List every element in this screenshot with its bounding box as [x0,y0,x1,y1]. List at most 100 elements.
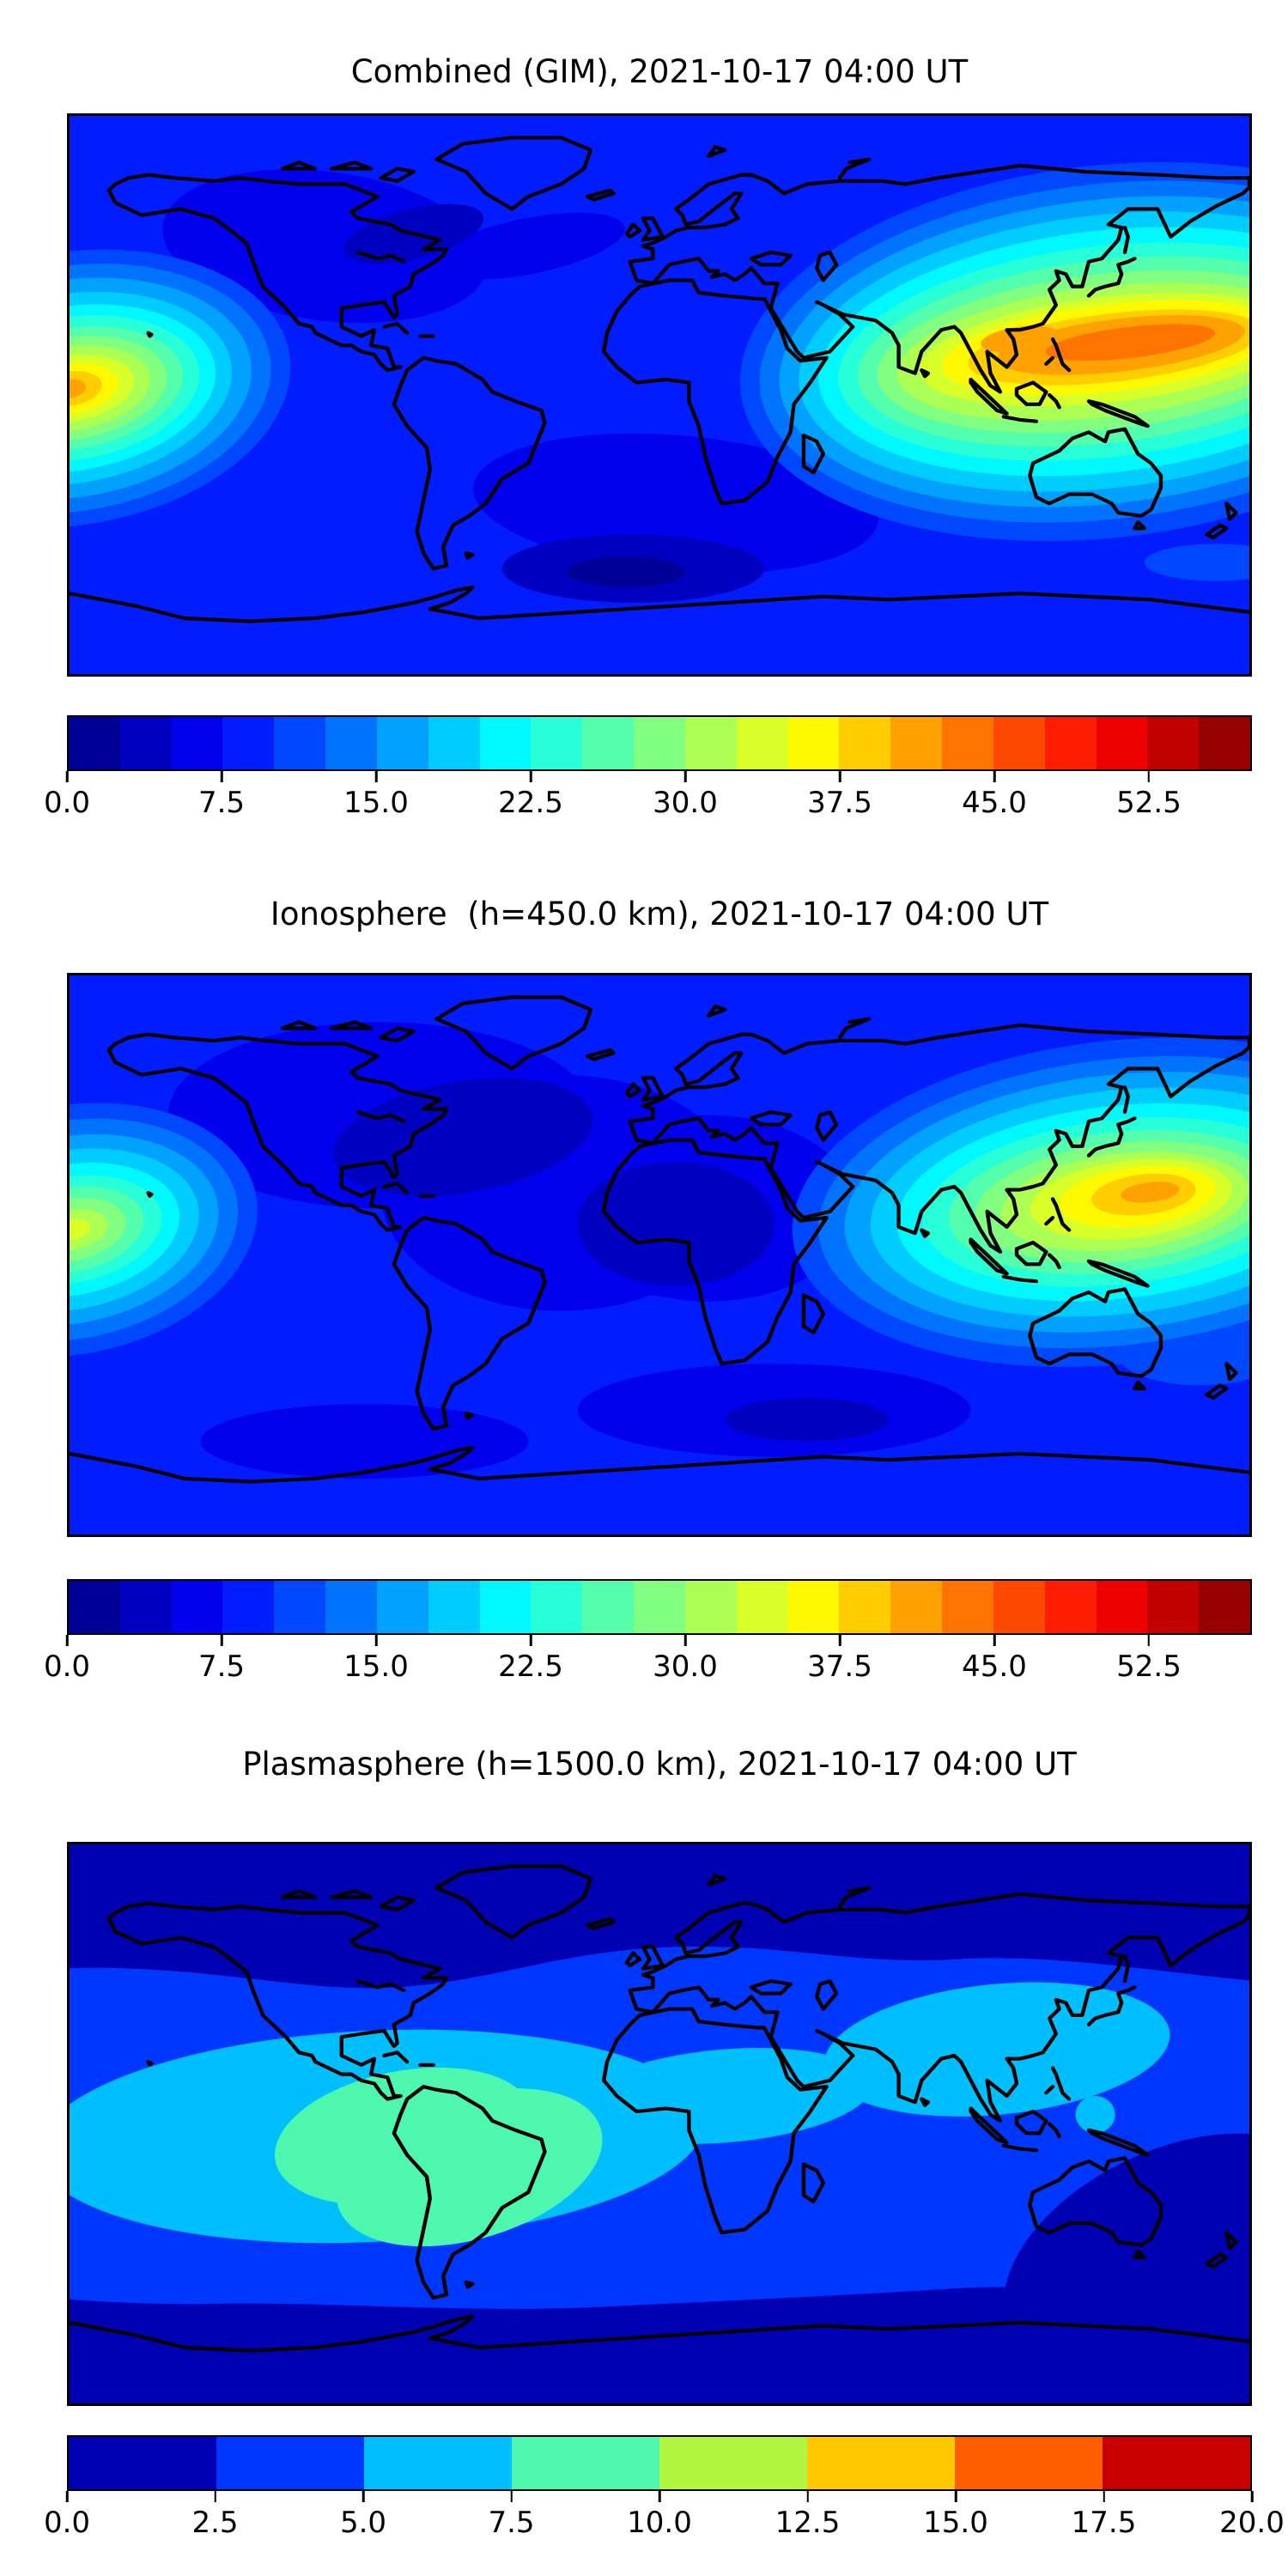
colorbar-segment [479,1581,532,1633]
colorbar-segment [325,717,377,769]
colorbar-tick-label: 52.5 [1116,1649,1182,1684]
colorbar-tick-mark [838,771,841,782]
colorbar-segment [274,1581,326,1633]
colorbar-tick-label: 37.5 [807,1649,872,1684]
map-ionosphere [67,973,1252,1537]
colorbar-tick-label: 22.5 [498,1649,563,1684]
colorbar-segment [274,717,326,769]
colorbar-tick-mark [1103,2491,1105,2502]
colorbar-tick-mark [529,1635,532,1646]
colorbar-segment [1096,717,1148,769]
colorbar-segment [787,1581,840,1633]
colorbar-ionosphere [67,1579,1252,1635]
colorbar-tick-label: 30.0 [653,786,718,820]
colorbar-segment [993,1581,1045,1633]
colorbar-segment [171,1581,223,1633]
colorbar-tick-mark [1250,2491,1254,2502]
colorbar-segment [376,1581,428,1633]
colorbar-segment [942,717,993,769]
colorbar-tick-mark [683,1635,687,1646]
colorbar-tick-label: 37.5 [807,786,872,820]
colorbar-segment [428,717,480,769]
colorbar-tick-label: 12.5 [775,2506,841,2540]
colorbar-tick-label: 15.0 [343,1649,409,1684]
colorbar-segment [1147,717,1200,769]
colorbar-tick-mark [65,2491,69,2502]
colorbar-segment [119,1581,172,1633]
colorbar-segment [993,717,1045,769]
colorbar-segment [1199,717,1251,769]
colorbar-ionosphere-ticks: 0.0 7.5 15.0 22.5 30.0 37.5 45.0 52.5 [44,1635,1252,1690]
colorbar-segment [428,1581,480,1633]
colorbar-segment [222,717,275,769]
colorbar-tick-mark [1147,771,1151,782]
colorbar-segment [1096,1581,1148,1633]
colorbar-tick-label: 0.0 [43,2506,91,2540]
colorbar-segment [736,717,788,769]
colorbar-segment [787,717,840,769]
colorbar-segment [1147,1581,1200,1633]
colorbar-tick-mark [954,2491,957,2502]
colorbar-segment [376,717,428,769]
colorbar-segment [955,2437,1103,2489]
colorbar-tick-label: 5.0 [339,2506,387,2540]
colorbar-segment [890,1581,943,1633]
map-combined-svg [70,116,1249,674]
colorbar-tick-label: 20.0 [1219,2506,1285,2540]
colorbar-segment [684,717,737,769]
colorbar-segment [364,2437,512,2489]
colorbar-combined [67,715,1252,771]
colorbar-segment [325,1581,377,1633]
colorbar-tick-label: 7.5 [488,2506,535,2540]
colorbar-segment [582,717,635,769]
colorbar-tick-mark [65,1635,69,1646]
colorbar-segment [479,717,532,769]
colorbar-tick-label: 30.0 [653,1649,718,1684]
colorbar-segment [119,717,172,769]
colorbar-segment [222,1581,275,1633]
colorbar-tick-label: 45.0 [962,1649,1027,1684]
colorbar-segment [531,717,583,769]
colorbar-segment [890,717,943,769]
colorbar-segment [659,2437,807,2489]
colorbar-tick-mark [214,2491,216,2502]
colorbar-tick-label: 45.0 [962,786,1027,820]
colorbar-segment [531,1581,583,1633]
colorbar-tick-mark [806,2491,809,2502]
colorbar-segment [1199,1581,1251,1633]
colorbar-tick-label: 15.0 [923,2506,988,2540]
colorbar-tick-label: 7.5 [197,1649,246,1684]
map-plasmasphere [67,1842,1252,2406]
colorbar-tick-mark [683,771,687,782]
colorbar-tick-mark [361,2491,365,2502]
colorbar-tick-mark [658,2491,661,2502]
colorbar-tick-label: 0.0 [43,1649,91,1684]
colorbar-segment [942,1581,993,1633]
colorbar-segment [69,1581,120,1633]
colorbar-tick-label: 0.0 [43,786,91,820]
colorbar-tick-label: 22.5 [498,786,563,820]
colorbar-segment [1103,2437,1250,2489]
colorbar-segment [807,2437,955,2489]
colorbar-segment [171,717,223,769]
colorbar-segment [582,1581,635,1633]
map-combined [67,113,1252,677]
colorbar-segment [634,717,685,769]
panel3-title: Plasmasphere (h=1500.0 km), 2021-10-17 0… [242,1746,1077,1783]
colorbar-tick-mark [529,771,532,782]
colorbar-tick-mark [220,1635,223,1646]
colorbar-tick-mark [993,771,996,782]
panel2-title: Ionosphere (h=450.0 km), 2021-10-17 04:0… [270,896,1049,933]
colorbar-tick-mark [510,2491,513,2502]
colorbar-segment [684,1581,737,1633]
colorbar-tick-mark [65,771,69,782]
colorbar-segment [512,2437,659,2489]
colorbar-tick-mark [838,1635,841,1646]
colorbar-tick-mark [374,771,378,782]
map-ionosphere-svg [70,975,1249,1534]
colorbar-segment [69,717,120,769]
colorbar-tick-mark [993,1635,996,1646]
colorbar-plasmasphere-ticks: 0.0 2.5 5.0 7.5 10.0 12.5 15.0 17.5 20.0 [44,2491,1285,2546]
colorbar-plasmasphere [67,2435,1252,2491]
colorbar-tick-label: 17.5 [1071,2506,1137,2540]
